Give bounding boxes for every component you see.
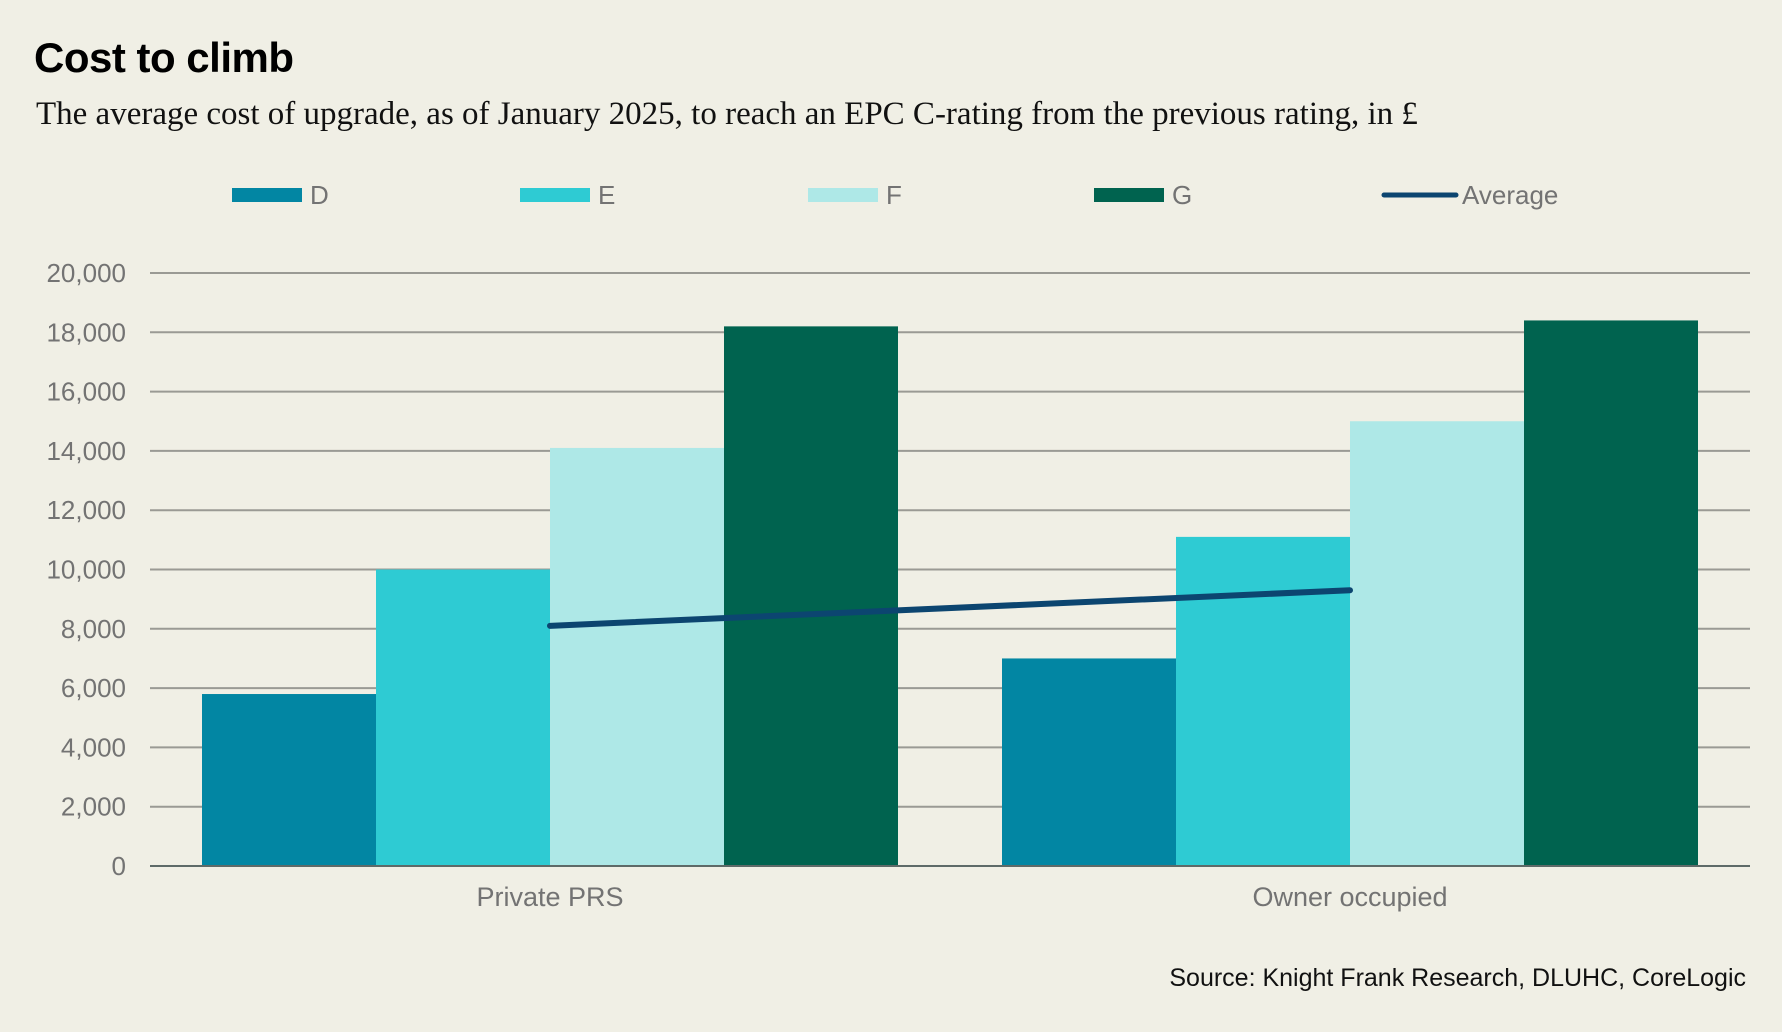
bar-d-owner-occupied [1002,658,1176,866]
y-tick-label: 6,000 [61,673,126,703]
y-tick-label: 8,000 [61,614,126,644]
legend-label-g: G [1172,180,1192,210]
bar-f-owner-occupied [1350,421,1524,866]
legend-label-e: E [598,180,615,210]
y-tick-label: 14,000 [46,436,126,466]
y-tick-label: 16,000 [46,377,126,407]
legend: D E F G Average [232,180,1558,210]
legend-swatch-d [232,188,302,202]
y-tick-label: 0 [112,851,126,881]
bar-g-private-prs [724,326,898,866]
bar-d-private-prs [202,694,376,866]
x-axis: Private PRS Owner occupied [150,865,1750,912]
legend-label-f: F [886,180,902,210]
average-line-group [547,587,1353,629]
y-tick-label: 12,000 [46,495,126,525]
y-tick-label: 20,000 [46,258,126,288]
x-category-label: Private PRS [476,882,623,912]
x-category-label: Owner occupied [1252,882,1447,912]
average-line [547,587,1353,629]
legend-swatch-e [520,188,590,202]
bars [202,320,1698,866]
y-tick-label: 18,000 [46,317,126,347]
chart-subtitle: The average cost of upgrade, as of Janua… [36,96,1418,132]
bar-e-private-prs [376,569,550,866]
chart-title: Cost to climb [34,34,294,81]
y-tick-label: 2,000 [61,792,126,822]
source-note: Source: Knight Frank Research, DLUHC, Co… [1169,964,1746,992]
legend-label-average: Average [1462,180,1558,210]
y-tick-label: 4,000 [61,732,126,762]
legend-swatch-g [1094,188,1164,202]
legend-swatch-f [808,188,878,202]
y-axis: 0 2,000 4,000 6,000 8,000 10,000 12,000 14,000 1… [46,258,126,881]
bar-e-owner-occupied [1176,536,1350,866]
bar-g-owner-occupied [1524,320,1698,866]
bar-f-private-prs [550,447,724,866]
y-tick-label: 10,000 [46,555,126,585]
legend-label-d: D [310,180,329,210]
